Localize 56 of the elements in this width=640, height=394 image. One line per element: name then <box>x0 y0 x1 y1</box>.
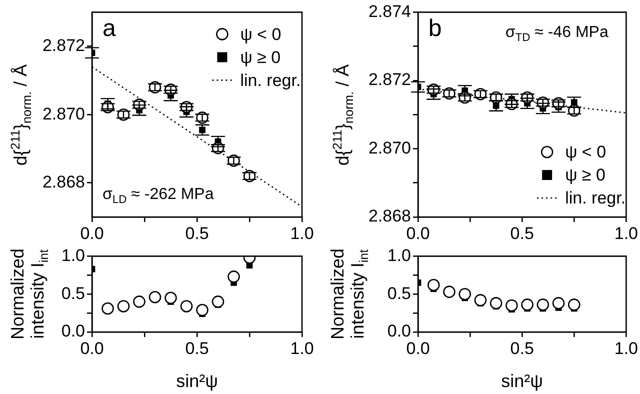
x-tick-label: 0.0 <box>80 338 104 358</box>
point <box>164 292 177 304</box>
point <box>133 296 146 308</box>
point <box>228 270 240 283</box>
y-tick-label: 1.0 <box>387 246 411 265</box>
legend-label: ψ ≥ 0 <box>240 48 281 67</box>
y-tick-label: 1.0 <box>61 246 85 265</box>
y-tick-label: 2.872 <box>368 70 411 90</box>
point <box>102 302 114 315</box>
y-tick-label: 0.5 <box>61 284 85 303</box>
y-tick-label: 2.870 <box>368 138 411 158</box>
legend-label: lin. regr. <box>240 70 301 90</box>
x-tick-label: 1.0 <box>290 224 314 243</box>
point <box>180 300 193 312</box>
point <box>427 278 440 292</box>
point <box>552 297 565 310</box>
x-tick-label: 0.0 <box>406 224 430 243</box>
legend-label: lin. regr. <box>565 188 626 208</box>
point <box>474 294 487 306</box>
point <box>568 298 580 311</box>
y-tick-label: 2.872 <box>42 36 85 56</box>
point <box>490 297 502 310</box>
point <box>458 288 471 300</box>
y-tick-label: 0.0 <box>387 322 411 341</box>
point <box>506 299 518 312</box>
x-tick-label: 0.5 <box>185 224 209 243</box>
y-tick-label: 2.870 <box>42 104 85 124</box>
x-tick-label: 0.5 <box>510 224 534 243</box>
annotation: a <box>102 15 116 43</box>
x-tick-label: 0.5 <box>510 338 534 358</box>
y-tick-label: 0.5 <box>387 284 411 303</box>
point <box>212 296 224 308</box>
x-tick-label: 1.0 <box>290 338 314 358</box>
point <box>521 298 534 311</box>
annotation: σ$_{LD}$ ≈ -262 MPa <box>102 186 214 207</box>
y-tick-label: 2.868 <box>42 172 85 192</box>
x-tick-label: 1.0 <box>614 338 638 358</box>
x-axis-title: sin²ψ <box>501 371 543 392</box>
point <box>536 298 550 311</box>
point <box>196 304 208 316</box>
legend-label: ψ < 0 <box>240 24 282 44</box>
annotation: b <box>428 15 442 43</box>
annotation: σ$_{TD}$ ≈ -46 MPa <box>505 24 608 45</box>
x-axis-title: sin²ψ <box>176 371 218 392</box>
y-tick-label: 0.0 <box>61 322 85 341</box>
x-tick-label: 0.0 <box>80 224 104 243</box>
legend-label: ψ < 0 <box>565 142 606 162</box>
point <box>443 286 456 298</box>
x-tick-label: 0.0 <box>406 338 430 358</box>
legend-label: ψ ≥ 0 <box>565 166 606 185</box>
point <box>117 300 130 312</box>
x-tick-label: 1.0 <box>614 224 638 243</box>
point <box>148 290 162 304</box>
x-tick-label: 0.5 <box>185 338 209 358</box>
y-tick-label: 2.874 <box>368 2 411 21</box>
y-tick-label: 2.868 <box>368 206 411 226</box>
